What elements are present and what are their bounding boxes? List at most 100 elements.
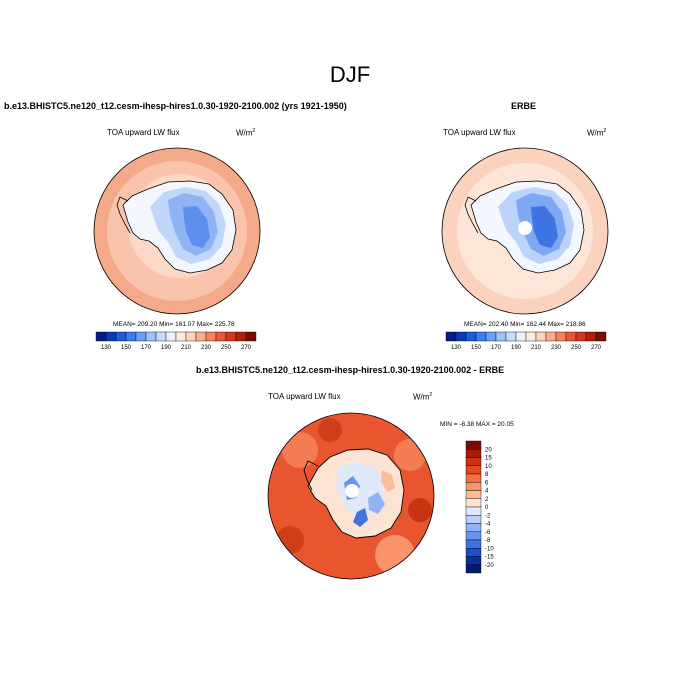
colorbar-swatch [465, 506, 482, 516]
colorbar-swatch [175, 331, 187, 342]
colorbar-tick-label: 250 [221, 345, 232, 351]
colorbar-tick-label: 150 [121, 345, 132, 351]
colorbar-tick-label: 4 [485, 489, 489, 495]
colorbar-swatch [465, 539, 482, 549]
colorbar-tick-label: -20 [485, 563, 494, 569]
colorbar-tick-label: 8 [485, 472, 489, 478]
colorbar-tick-label: -8 [485, 538, 491, 544]
colorbar-swatch [125, 331, 137, 342]
land-coldest-band [183, 206, 210, 248]
panel-3-units: W/m2 [413, 392, 433, 402]
panel-1-map [94, 148, 260, 314]
colorbar-swatch [245, 331, 257, 342]
colorbar-swatch [465, 331, 477, 342]
panel-3-stats: MIN = -8.38 MAX = 20.05 [440, 421, 514, 428]
panel-3-left-label: TOA upward LW flux [268, 392, 341, 401]
panel-1-colorbar: 130 150 170 190 210 230 250 270 [95, 331, 257, 351]
colorbar-swatch [465, 564, 482, 574]
colorbar-swatch [185, 331, 197, 342]
colorbar-tick-label: 230 [201, 345, 212, 351]
colorbar-swatch [135, 331, 147, 342]
colorbar-swatch [465, 449, 482, 458]
peninsula-coast [303, 460, 319, 491]
panel-1-left-label: TOA upward LW flux [107, 128, 180, 137]
colorbar-swatch [525, 331, 537, 342]
ocean-patch [394, 439, 426, 471]
colorbar-tick-label: 0 [485, 505, 489, 511]
panel-2-stats: MEAN= 202.40 Min= 162.44 Max= 218.86 [464, 321, 586, 328]
colorbar-tick-label: 6 [485, 480, 489, 486]
colorbar-swatch [145, 331, 157, 342]
colorbar-swatch [465, 531, 482, 541]
colorbar-tick-label: -2 [485, 513, 491, 519]
panel-3-border [267, 412, 435, 580]
colorbar-tick-label: 20 [485, 447, 492, 453]
colorbar-swatch [535, 331, 547, 342]
colorbar-swatch [195, 331, 207, 342]
colorbar-tick-label: 190 [511, 345, 522, 351]
colorbar-tick-label: 190 [161, 345, 172, 351]
colorbar-tick-label: 150 [471, 345, 482, 351]
panel-2-border [441, 147, 609, 315]
colorbar-swatch [465, 440, 482, 450]
colorbar-swatch [515, 331, 527, 342]
colorbar-tick-label: 10 [485, 464, 492, 470]
panel-2-left-label: TOA upward LW flux [443, 128, 516, 137]
colorbar-swatch [155, 331, 167, 342]
colorbar-tick-label: 15 [485, 456, 492, 462]
colorbar-tick-label: 270 [591, 345, 602, 351]
panel-2-units: W/m2 [587, 128, 607, 138]
panel-1-units: W/m2 [236, 128, 256, 138]
colorbar-swatch [465, 515, 482, 524]
ocean-patch [282, 432, 318, 468]
panel-2-colorbar: 130 150 170 190 210 230 250 270 [445, 331, 607, 351]
colorbar-swatch [465, 548, 482, 557]
colorbar-swatch [545, 331, 557, 342]
colorbar-tick-label: -10 [485, 546, 494, 552]
colorbar-tick-label: 210 [181, 345, 192, 351]
colorbar-swatch [225, 331, 237, 342]
colorbar-tick-label: 170 [491, 345, 502, 351]
figure-title: DJF [329, 62, 371, 87]
colorbar-swatch [485, 331, 497, 342]
colorbar-swatch [505, 331, 517, 342]
colorbar-swatch [455, 331, 467, 342]
colorbar-swatch [465, 457, 482, 466]
colorbar-tick-label: 2 [485, 497, 489, 503]
colorbar-swatch [465, 556, 482, 565]
colorbar-swatch [165, 331, 177, 342]
peninsula-coast [116, 196, 131, 234]
colorbar-swatch [95, 331, 107, 342]
pole-hole [518, 221, 532, 235]
colorbar-swatch [465, 465, 482, 475]
panel-2-title: ERBE [511, 101, 537, 111]
colorbar-tick-label: 270 [241, 345, 252, 351]
colorbar-swatch [465, 490, 482, 499]
colorbar-swatch [575, 331, 587, 342]
peninsula-coast [464, 196, 479, 234]
panel-1-border [93, 147, 261, 315]
colorbar-tick-label: 130 [451, 345, 462, 351]
ocean-patch [408, 498, 432, 522]
colorbar-tick-label: -6 [485, 530, 491, 536]
land-coldest-band [531, 206, 558, 248]
colorbar-swatch [475, 331, 487, 342]
land-diff-negative [368, 492, 385, 514]
pole-hole [345, 484, 359, 498]
colorbar-swatch [235, 331, 247, 342]
colorbar-tick-label: 170 [141, 345, 152, 351]
colorbar-swatch [465, 498, 482, 508]
panel-1-stats: MEAN= 209.20 Min= 161.07 Max= 225.78 [113, 321, 235, 328]
colorbar-swatch [115, 331, 127, 342]
colorbar-swatch [205, 331, 217, 342]
colorbar-swatch [595, 331, 607, 342]
colorbar-swatch [465, 482, 482, 491]
colorbar-swatch [565, 331, 577, 342]
colorbar-tick-label: -4 [485, 522, 491, 528]
colorbar-tick-label: 130 [101, 345, 112, 351]
colorbar-swatch [215, 331, 227, 342]
colorbar-swatch [465, 523, 482, 532]
colorbar-tick-label: 250 [571, 345, 582, 351]
